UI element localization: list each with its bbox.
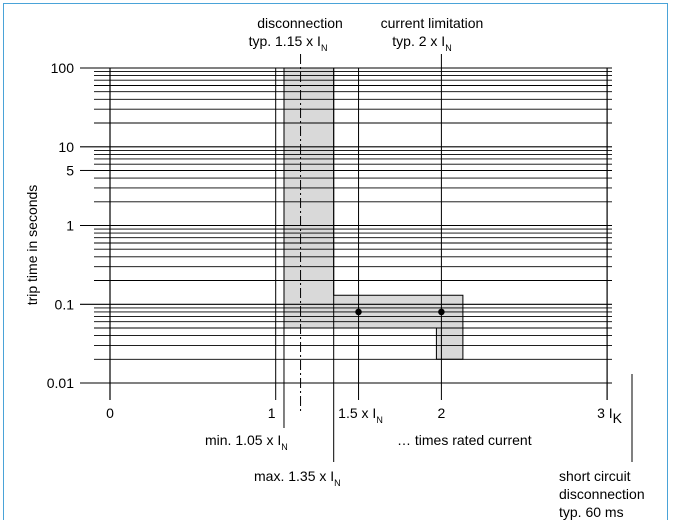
y-tick-label: 1	[66, 218, 74, 234]
current-limitation-typ-label: typ. 2 x IN	[392, 33, 451, 53]
short-circuit-label: short circuit	[559, 468, 631, 484]
y-axis-label: trip time in seconds	[24, 185, 40, 306]
min-current-label: min. 1.05 x IN	[205, 432, 288, 452]
x-tick-label: 2	[438, 405, 446, 421]
grid-layer	[80, 67, 612, 384]
data-point	[355, 308, 362, 316]
short-circuit-disconnection-label: disconnection	[559, 486, 645, 502]
x-tick-label-sub: N	[376, 415, 383, 425]
max-current-label: max. 1.35 x IN	[254, 468, 341, 488]
disconnection-typ-sub: N	[321, 43, 328, 53]
x-tick-label: 0	[106, 405, 114, 421]
y-tick-labels: 100 10 5 1 0.1 0.01	[47, 60, 74, 391]
y-tick-label: 10	[58, 139, 74, 155]
x-axis-label: … times rated current	[397, 432, 532, 448]
x-tick-label: 1	[268, 405, 276, 421]
current-limitation-typ-sub: N	[445, 43, 452, 53]
y-tick-label: 100	[51, 60, 75, 76]
short-circuit-typ-label: typ. 60 ms	[559, 504, 624, 520]
chart-frame	[3, 3, 668, 520]
disconnection-typ-label: typ. 1.15 x IN	[249, 33, 328, 53]
disconnection-typ-text: typ. 1.15 x I	[249, 33, 321, 49]
data-point	[438, 308, 445, 316]
x-tick-label-sub: K	[613, 410, 623, 426]
trip-band	[283, 67, 464, 360]
min-current-sub: N	[281, 442, 288, 452]
y-tick-label: 5	[66, 163, 74, 179]
x-tick-label: 3 IK	[597, 405, 623, 426]
marks-layer	[355, 308, 445, 316]
trip-band-layer	[283, 67, 464, 360]
current-limitation-typ-text: typ. 2 x I	[392, 33, 445, 49]
y-tick-label: 0.01	[47, 375, 74, 391]
max-current-text: max. 1.35 x I	[254, 468, 334, 484]
disconnection-label: disconnection	[257, 15, 343, 31]
x-tick-label: 1.5 x IN	[338, 405, 383, 425]
x-tick-labels: 0 1 1.5 x IN 2 3 IK	[106, 405, 623, 426]
min-current-text: min. 1.05 x I	[205, 432, 281, 448]
current-limitation-label: current limitation	[381, 15, 484, 31]
y-tick-label: 0.1	[55, 296, 75, 312]
reference-lines-layer	[109, 54, 633, 462]
max-current-sub: N	[334, 478, 341, 488]
